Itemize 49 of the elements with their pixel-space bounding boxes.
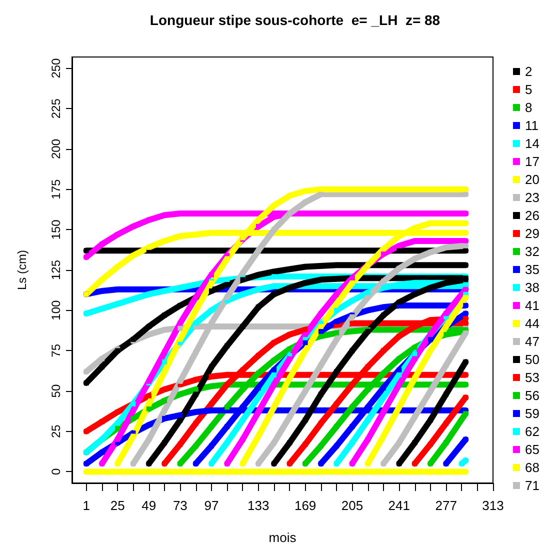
x-tick-label: 97 bbox=[204, 498, 219, 513]
y-tick-label: 225 bbox=[49, 98, 63, 119]
legend-label: 44 bbox=[525, 316, 540, 331]
legend-label: 17 bbox=[525, 154, 540, 169]
legend-label: 56 bbox=[525, 388, 540, 403]
legend-label: 53 bbox=[525, 370, 540, 385]
x-tick-label: 25 bbox=[110, 498, 125, 513]
x-tick-label: 133 bbox=[248, 498, 270, 513]
legend-label: 50 bbox=[525, 352, 540, 367]
x-tick-label: 49 bbox=[142, 498, 156, 513]
chart-title: Longueur stipe sous-cohorte e= _LH z= 88 bbox=[150, 12, 440, 28]
legend-label: 11 bbox=[525, 118, 538, 133]
legend-label: 47 bbox=[525, 334, 540, 349]
legend-label: 62 bbox=[525, 424, 540, 439]
y-axis-title: Ls (cm) bbox=[15, 250, 29, 290]
y-tick-label: 175 bbox=[49, 178, 63, 200]
x-tick-label: 169 bbox=[294, 498, 316, 513]
x-axis-title: mois bbox=[268, 530, 297, 545]
x-tick-label: 241 bbox=[388, 498, 410, 513]
y-tick-label: 50 bbox=[49, 384, 63, 398]
legend-label: 20 bbox=[525, 172, 540, 187]
legend-label: 59 bbox=[525, 406, 540, 421]
y-tick-label: 250 bbox=[49, 58, 63, 78]
y-tick-label: 125 bbox=[49, 260, 63, 280]
legend-label: 14 bbox=[525, 136, 540, 151]
y-tick-label: 150 bbox=[49, 219, 63, 240]
legend-label: 5 bbox=[525, 82, 532, 97]
legend-label: 35 bbox=[525, 262, 540, 277]
legend-label: 29 bbox=[525, 226, 540, 241]
x-tick-label: 1 bbox=[82, 498, 90, 513]
y-tick-label: 75 bbox=[49, 344, 63, 358]
legend-label: 71 bbox=[525, 478, 540, 493]
legend-label: 65 bbox=[525, 442, 540, 457]
legend-label: 26 bbox=[525, 208, 540, 223]
legend-label: 38 bbox=[525, 280, 540, 295]
y-tick-label: 200 bbox=[49, 138, 63, 159]
x-tick-label: 277 bbox=[435, 498, 457, 513]
legend-label: 23 bbox=[525, 190, 540, 205]
x-tick-label: 205 bbox=[341, 498, 364, 513]
legend-label: 41 bbox=[525, 298, 540, 313]
x-tick-label: 73 bbox=[172, 498, 188, 513]
legend-label: 2 bbox=[525, 64, 532, 79]
legend-label: 32 bbox=[525, 244, 540, 259]
legend-label: 68 bbox=[525, 460, 540, 475]
x-tick-label: 313 bbox=[482, 498, 504, 513]
legend-label: 8 bbox=[525, 100, 532, 115]
y-tick-label: 25 bbox=[49, 424, 63, 438]
y-tick-label: 100 bbox=[49, 300, 63, 320]
y-tick-label: 0 bbox=[49, 468, 63, 476]
